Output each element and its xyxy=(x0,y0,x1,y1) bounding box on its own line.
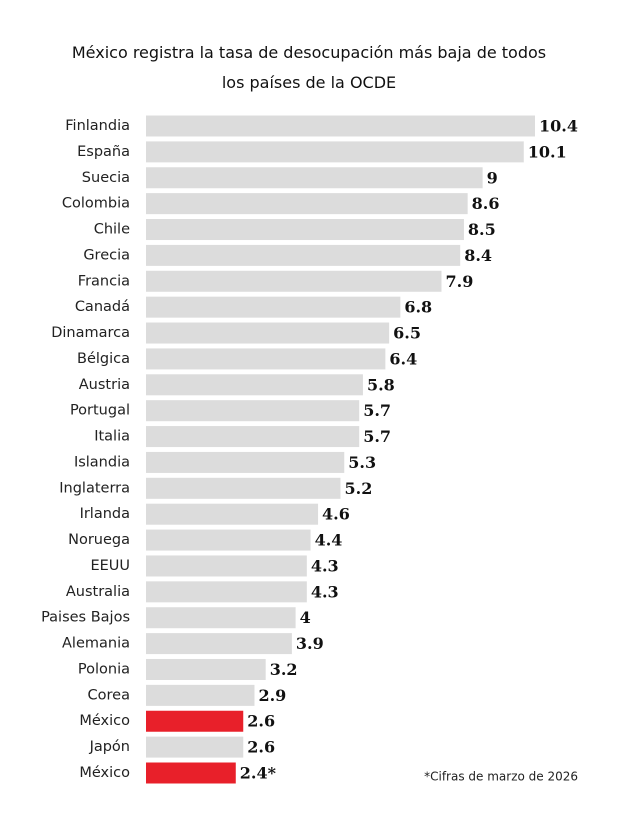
category-label: Islandia xyxy=(74,454,130,470)
bar xyxy=(146,374,363,396)
bar xyxy=(146,219,464,241)
value-label: 4.4 xyxy=(315,531,343,550)
category-label: Australia xyxy=(66,584,130,600)
bar xyxy=(146,244,461,266)
category-label: Chile xyxy=(94,222,130,238)
category-label: Suecia xyxy=(82,170,130,186)
bar xyxy=(146,736,244,758)
category-label: Austria xyxy=(79,377,130,393)
category-label: Polonia xyxy=(78,661,130,677)
bar xyxy=(146,529,311,551)
value-label: 7.9 xyxy=(445,272,473,291)
bar xyxy=(146,167,483,189)
category-label: Finlandia xyxy=(65,118,130,134)
footnote: *Cifras de marzo de 2026 xyxy=(424,770,578,784)
category-label: Inglaterra xyxy=(59,480,130,496)
bar xyxy=(146,115,535,137)
bar xyxy=(146,270,442,292)
bar xyxy=(146,581,307,603)
value-label: 4.3 xyxy=(311,556,339,575)
value-label: 2.6 xyxy=(247,712,275,731)
category-label: Grecia xyxy=(83,247,130,263)
category-label: Bélgica xyxy=(77,351,130,367)
bar xyxy=(146,684,255,706)
bar xyxy=(146,296,401,318)
category-label: Portugal xyxy=(70,403,130,419)
category-label: España xyxy=(77,144,130,160)
value-label: 2.6 xyxy=(247,738,275,757)
bar xyxy=(146,607,296,629)
value-label: 5.7 xyxy=(363,427,391,446)
category-label: Alemania xyxy=(62,636,130,652)
category-label: México xyxy=(79,765,130,781)
bar xyxy=(146,762,236,784)
bar xyxy=(146,710,244,732)
value-label: 4.6 xyxy=(322,505,350,524)
value-label: 2.9 xyxy=(258,686,286,705)
value-label: 2.4* xyxy=(240,764,277,783)
bar xyxy=(146,400,360,422)
category-label: EEUU xyxy=(90,558,130,574)
value-label: 4.3 xyxy=(311,582,339,601)
category-label: México xyxy=(79,713,130,729)
value-label: 8.5 xyxy=(468,220,496,239)
value-label: 4 xyxy=(300,608,311,627)
bar xyxy=(146,503,319,525)
category-label: Dinamarca xyxy=(51,325,130,341)
value-label: 3.2 xyxy=(270,660,298,679)
category-label: Italia xyxy=(94,429,130,445)
bar xyxy=(146,451,345,473)
value-label: 6.5 xyxy=(393,324,421,343)
value-label: 3.9 xyxy=(296,634,324,653)
chart-title: México registra la tasa de desocupación … xyxy=(71,43,547,92)
value-label: 8.4 xyxy=(464,246,492,265)
bar xyxy=(146,477,341,499)
value-label: 10.4 xyxy=(539,117,578,136)
category-label: Paises Bajos xyxy=(41,610,130,626)
bar xyxy=(146,193,468,215)
bar xyxy=(146,426,360,448)
category-label: Francia xyxy=(78,273,130,289)
category-label: Colombia xyxy=(62,196,130,212)
category-label: Canadá xyxy=(75,299,130,315)
bar xyxy=(146,322,390,344)
value-label: 5.3 xyxy=(348,453,376,472)
bar xyxy=(146,633,292,655)
value-label: 6.8 xyxy=(404,298,432,317)
value-label: 5.8 xyxy=(367,375,395,394)
value-label: 6.4 xyxy=(389,349,417,368)
category-label: Irlanda xyxy=(80,506,130,522)
bar xyxy=(146,658,266,680)
category-label: Japón xyxy=(89,739,130,755)
bar xyxy=(146,141,524,163)
value-label: 8.6 xyxy=(472,194,500,213)
bar xyxy=(146,555,307,577)
category-label: Noruega xyxy=(68,532,130,548)
value-label: 5.2 xyxy=(345,479,373,498)
value-label: 10.1 xyxy=(528,142,567,161)
value-label: 5.7 xyxy=(363,401,391,420)
category-label: Corea xyxy=(88,687,130,703)
bar xyxy=(146,348,386,370)
value-label: 9 xyxy=(487,168,498,187)
